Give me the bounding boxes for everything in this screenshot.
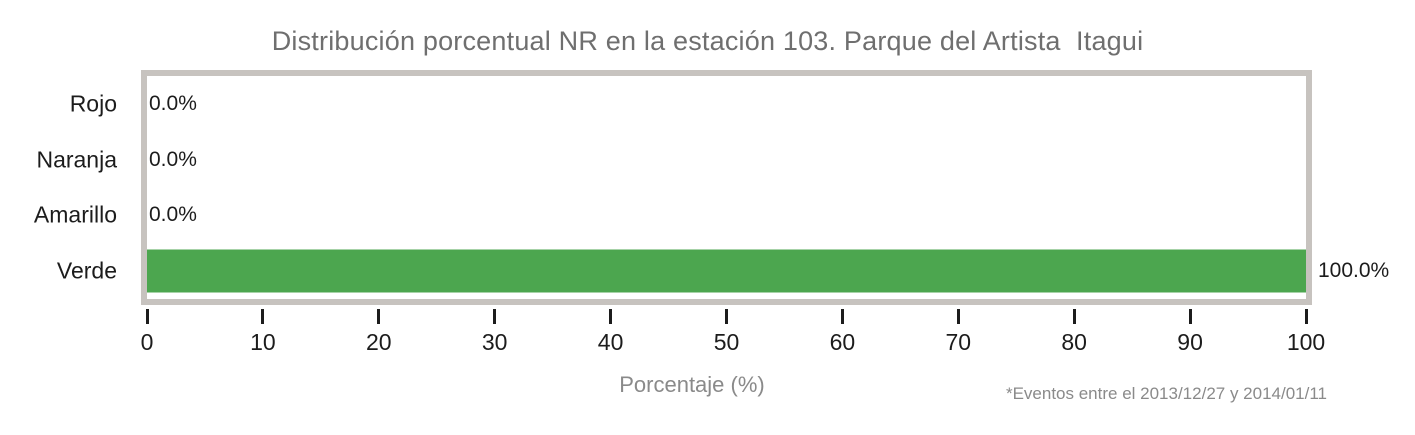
x-tick-mark <box>609 309 613 324</box>
x-axis-label: Porcentaje (%) <box>619 372 765 397</box>
x-tick-label: 10 <box>250 329 276 355</box>
x-tick-mark <box>261 309 265 324</box>
bar <box>147 249 1306 293</box>
value-label: 0.0% <box>149 91 197 115</box>
x-tick-mark <box>840 309 844 324</box>
category-label: Amarillo <box>33 201 117 228</box>
x-tick-label: 40 <box>597 329 624 355</box>
bar-row: Naranja 0.0% <box>36 132 1306 188</box>
x-tick-mark <box>956 309 960 324</box>
x-tick-mark <box>1072 309 1076 324</box>
value-label: 0.0% <box>149 203 197 227</box>
x-tick-label: 50 <box>713 329 740 355</box>
x-tick-label: 0 <box>140 329 154 355</box>
bar-rows: Rojo 0.0% Naranja 0.0% Amarillo 0.0% Verde 100.… <box>34 76 1389 299</box>
x-tick-label: 90 <box>1177 329 1203 355</box>
bar-row: Verde 100.0% <box>57 243 1389 299</box>
category-label: Rojo <box>69 90 117 117</box>
category-label: Verde <box>56 257 117 284</box>
x-tick-mark <box>725 309 728 324</box>
x-tick-label: 80 <box>1061 329 1087 355</box>
x-tick-label: 20 <box>366 329 392 355</box>
plot-area: Rojo 0.0% Naranja 0.0% Amarillo 0.0% Verde 100.… <box>34 70 1389 305</box>
value-label: 100.0% <box>1318 259 1390 283</box>
footnote: *Eventos entre el 2013/12/27 y 2014/01/1… <box>1005 384 1327 403</box>
x-tick-label: 100 <box>1286 329 1326 355</box>
x-tick-label: 30 <box>481 329 508 355</box>
bar-row: Amarillo 0.0% <box>34 188 1306 244</box>
x-tick-label: 60 <box>829 329 856 355</box>
x-tick-label: 70 <box>945 329 972 355</box>
x-tick-mark <box>377 309 381 324</box>
bar-row: Rojo 0.0% <box>70 76 1306 132</box>
x-tick-mark <box>493 309 497 324</box>
chart-title: Distribución porcentual NR en la estació… <box>271 26 1144 56</box>
category-label: Naranja <box>36 146 117 173</box>
x-tick-mark <box>145 309 149 324</box>
x-tick-mark <box>1188 309 1192 324</box>
x-tick-mark <box>1304 309 1308 324</box>
value-label: 0.0% <box>149 147 197 171</box>
